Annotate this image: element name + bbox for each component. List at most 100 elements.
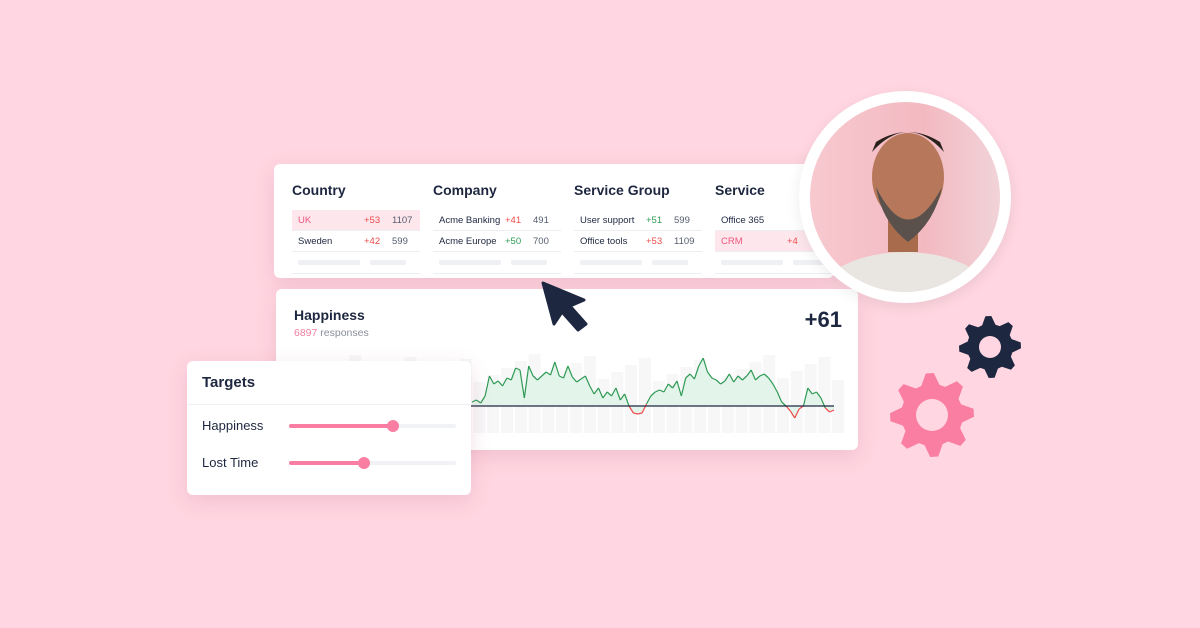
series-segment xyxy=(567,365,573,378)
filter-column: Country UK +53 1107 Sweden +42 599 xyxy=(292,182,420,274)
filter-name: UK xyxy=(298,214,312,226)
filter-column-title: Country xyxy=(292,182,346,198)
series-segment xyxy=(667,383,674,389)
series-segment xyxy=(628,405,634,414)
series-segment xyxy=(711,377,717,381)
target-row: Happiness xyxy=(187,409,471,442)
slider-handle[interactable] xyxy=(386,419,399,432)
series-area xyxy=(472,358,834,418)
series-segment xyxy=(750,369,757,381)
happiness-title: Happiness xyxy=(294,307,365,323)
series-segment xyxy=(615,387,621,401)
series-segment xyxy=(541,371,547,377)
filter-row[interactable]: User support +51 599 xyxy=(574,210,702,231)
filter-name: Office tools xyxy=(580,235,628,247)
series-segment xyxy=(650,391,656,397)
series-segment xyxy=(776,391,783,403)
series-segment xyxy=(807,387,813,395)
series-segment xyxy=(523,365,530,399)
series-segment xyxy=(476,399,482,404)
filter-name: Sweden xyxy=(298,235,333,247)
series-segment xyxy=(802,387,809,407)
background-bar xyxy=(832,380,845,433)
series-segment xyxy=(558,375,564,379)
background-bar xyxy=(652,381,665,433)
series-segment xyxy=(698,357,704,367)
series-segment xyxy=(497,380,503,387)
gear-icon xyxy=(959,316,1021,378)
slider-fill xyxy=(289,423,393,428)
filter-count: 599 xyxy=(674,214,690,226)
filter-column: Company Acme Banking +41 491 Acme Europe +50 7… xyxy=(433,182,561,274)
series-segment xyxy=(589,385,595,395)
target-label: Happiness xyxy=(202,418,264,433)
series-segment xyxy=(506,377,512,381)
series-segment xyxy=(715,379,722,385)
background-bar xyxy=(625,365,638,433)
responses-summary: 6897 responses xyxy=(294,327,369,339)
gear-icon xyxy=(890,373,974,457)
series-segment xyxy=(563,365,569,379)
series-segment xyxy=(611,387,617,397)
series-segment xyxy=(693,365,700,380)
series-segment xyxy=(519,369,525,399)
filter-delta: +4 xyxy=(787,235,798,247)
series-segment xyxy=(742,375,748,381)
filter-row[interactable]: Office 365 xyxy=(715,210,843,231)
series-segment xyxy=(811,391,817,395)
series-segment xyxy=(515,367,521,371)
filter-row[interactable]: Acme Europe +50 700 xyxy=(433,231,561,252)
series-segment xyxy=(763,373,769,379)
series-segment xyxy=(488,375,495,385)
series-segment xyxy=(624,393,630,407)
filter-column-title: Service Group xyxy=(574,182,670,198)
series-segment xyxy=(707,371,713,379)
user-avatar xyxy=(799,91,1011,303)
series-segment xyxy=(816,391,822,399)
series-segment xyxy=(789,410,796,419)
filter-row[interactable]: Sweden +42 599 xyxy=(292,231,420,252)
filter-name: User support xyxy=(580,214,635,226)
series-segment xyxy=(737,375,743,381)
series-segment xyxy=(654,389,660,393)
series-segment xyxy=(584,375,591,387)
series-segment xyxy=(672,380,678,389)
series-segment xyxy=(794,408,800,419)
filter-column: Service Group User support +51 599 Office to… xyxy=(574,182,702,274)
series-segment xyxy=(484,375,491,397)
series-segment xyxy=(759,373,765,377)
filter-count: 1107 xyxy=(392,214,413,226)
targets-title: Targets xyxy=(187,361,471,405)
series-segment xyxy=(554,361,560,377)
slider-handle[interactable] xyxy=(358,456,371,469)
series-segment xyxy=(545,371,551,376)
series-segment xyxy=(602,391,608,399)
series-segment xyxy=(502,377,508,387)
filter-row[interactable]: Acme Banking +41 491 xyxy=(433,210,561,231)
filter-row[interactable]: Office tools +53 1109 xyxy=(574,231,702,252)
background-bar xyxy=(639,358,651,433)
series-segment xyxy=(593,387,599,395)
series-segment xyxy=(702,357,709,373)
cursor-arrow-icon xyxy=(541,281,588,332)
placeholder-row xyxy=(715,252,843,274)
series-segment xyxy=(645,395,652,405)
background-bar xyxy=(818,357,831,433)
series-segment xyxy=(755,375,761,381)
series-segment xyxy=(689,373,695,380)
filter-row[interactable]: UK +53 1107 xyxy=(292,210,420,231)
background-bar xyxy=(790,371,803,433)
target-slider[interactable] xyxy=(289,419,456,432)
filter-column-title: Service xyxy=(715,182,765,198)
series-segment xyxy=(728,373,735,383)
series-segment xyxy=(685,373,691,379)
target-slider[interactable] xyxy=(289,456,456,469)
placeholder-row xyxy=(433,252,561,274)
series-segment xyxy=(781,401,787,407)
target-row: Lost Time xyxy=(187,446,471,479)
filter-panel: Country UK +53 1107 Sweden +42 599 Company Acme … xyxy=(274,164,843,278)
series-segment xyxy=(680,377,687,397)
placeholder-row xyxy=(292,252,420,274)
series-segment xyxy=(471,399,477,403)
responses-label: responses xyxy=(320,327,369,339)
